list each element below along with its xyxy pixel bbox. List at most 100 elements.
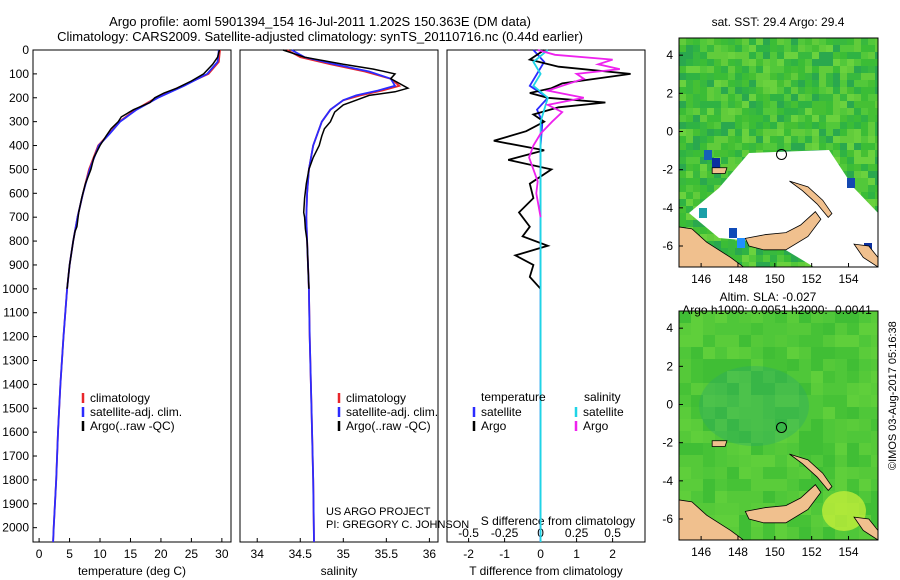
bottom-land-manus xyxy=(711,440,728,447)
temperature-ytick-label: 200 xyxy=(9,91,29,105)
temperature-ytick-label: 900 xyxy=(9,258,29,272)
temperature-ytick-label: 600 xyxy=(9,186,29,200)
bottom-map-title-line1: Altim. SLA: -0.027 xyxy=(720,290,817,304)
credit-project: US ARGO PROJECT xyxy=(326,506,431,518)
temperature-ytick-label: 1300 xyxy=(2,353,29,367)
top-land-manus xyxy=(711,167,728,174)
bottom-map-xtick-label: 154 xyxy=(839,545,859,559)
temperature-ytick-label: 2000 xyxy=(2,521,29,535)
top-land-bougainville xyxy=(853,243,878,267)
temperature-series-argo xyxy=(66,49,221,289)
top-map-frame xyxy=(678,37,879,268)
temperature-ytick-label: 1600 xyxy=(2,425,29,439)
temperature-legend-label: climatology xyxy=(90,391,150,405)
difference-series-t-argo xyxy=(493,49,631,290)
temperature-ytick-label: 800 xyxy=(9,234,29,248)
difference-legend-label: satellite xyxy=(583,405,624,419)
bottom-map-ytick-label: -6 xyxy=(662,512,673,526)
difference-legend-temp-title: temperature xyxy=(481,390,546,404)
difference-legend-label: Argo xyxy=(583,419,609,433)
salinity-legend-label: Argo(..raw -QC) xyxy=(346,419,431,433)
difference-top-xlabel: S difference from climatology xyxy=(481,514,636,528)
difference-xtick-label: 1 xyxy=(573,547,580,561)
top-map-ytick-label: -6 xyxy=(662,239,673,253)
top-map-xtick-label: 152 xyxy=(802,272,822,286)
salinity-diff-tick-label: 0.5 xyxy=(604,526,621,540)
difference-legend-label: Argo xyxy=(481,419,507,433)
temperature-ytick-label: 500 xyxy=(9,162,29,176)
top-land-new-guinea xyxy=(679,226,745,267)
bottom-land-new-ireland xyxy=(789,453,833,491)
top-argo-position-marker xyxy=(776,148,788,160)
temperature-ytick-label: 1100 xyxy=(3,306,29,320)
top-map-ytick-label: -2 xyxy=(662,163,673,177)
salinity-series-satellite xyxy=(291,49,397,543)
top-map-xtick-label: 146 xyxy=(691,272,711,286)
temperature-ytick-label: 0 xyxy=(22,43,29,57)
salinity-diff-tick-label: -0.25 xyxy=(491,526,519,540)
bottom-map-field xyxy=(679,311,878,540)
salinity-diff-tick-label: -0.5 xyxy=(458,526,479,540)
bottom-low-anomaly xyxy=(699,366,809,446)
salinity-xtick-label: 35 xyxy=(337,547,351,561)
bottom-map-ytick-label: 2 xyxy=(666,359,673,373)
salinity-legend-label: climatology xyxy=(346,391,406,405)
temperature-ytick-label: 300 xyxy=(9,115,29,129)
bottom-land-bougainville xyxy=(853,516,878,540)
difference-series-s-argo xyxy=(528,49,620,218)
salinity-xtick-label: 34.5 xyxy=(289,547,313,561)
difference-legend-sal-title: salinity xyxy=(584,390,621,404)
salinity-legend-label: satellite-adj. clim. xyxy=(346,405,438,419)
figure-title-line2: Climatology: CARS2009. Satellite-adjuste… xyxy=(57,29,583,44)
temperature-ytick-label: 1700 xyxy=(2,449,29,463)
temperature-xtick-label: 20 xyxy=(154,547,168,561)
temperature-xlabel: temperature (deg C) xyxy=(78,564,186,578)
difference-series-s-satellite xyxy=(532,49,549,542)
top-map-ytick-label: 4 xyxy=(666,48,673,62)
bottom-land-new-guinea xyxy=(679,499,745,540)
top-map-xtick-label: 148 xyxy=(728,272,748,286)
bottom-map-xtick-label: 152 xyxy=(802,545,822,559)
bottom-map-ytick-label: -4 xyxy=(662,474,673,488)
top-land-new-britain xyxy=(744,211,822,251)
difference-legend-label: satellite xyxy=(481,405,522,419)
salinity-xtick-label: 34 xyxy=(251,547,265,561)
credit-pi: PI: GREGORY C. JOHNSON xyxy=(326,519,470,531)
top-map-title: sat. SST: 29.4 Argo: 29.4 xyxy=(712,15,845,29)
top-land-new-ireland xyxy=(789,180,833,218)
difference-xtick-label: 2 xyxy=(609,547,616,561)
temperature-ytick-label: 1800 xyxy=(2,473,29,487)
bottom-map-frame xyxy=(678,310,879,541)
temperature-ytick-label: 1000 xyxy=(2,282,29,296)
bottom-map-xtick-label: 148 xyxy=(728,545,748,559)
difference-plot-frame xyxy=(446,49,646,543)
bottom-map-ytick-label: 4 xyxy=(666,321,673,335)
temperature-xtick-label: 30 xyxy=(215,547,229,561)
figure-title-line1: Argo profile: aoml 5901394_154 16-Jul-20… xyxy=(109,14,531,29)
salinity-xlabel: salinity xyxy=(321,564,358,578)
temperature-ytick-label: 400 xyxy=(9,139,29,153)
temperature-ytick-label: 1200 xyxy=(2,330,29,344)
top-map-xtick-label: 150 xyxy=(765,272,785,286)
bottom-map-xtick-label: 146 xyxy=(691,545,711,559)
temperature-xtick-label: 15 xyxy=(124,547,138,561)
difference-xlabel: T difference from climatology xyxy=(469,564,623,578)
difference-xtick-label: 0 xyxy=(537,547,544,561)
top-map-xtick-label: 154 xyxy=(839,272,859,286)
temperature-legend-label: satellite-adj. clim. xyxy=(90,405,182,419)
difference-xtick-label: -2 xyxy=(463,547,474,561)
top-map-ytick-label: 0 xyxy=(666,125,673,139)
top-map-ytick-label: -4 xyxy=(662,201,673,215)
bottom-land-new-britain xyxy=(744,484,822,524)
temperature-ytick-label: 700 xyxy=(9,210,29,224)
salinity-diff-tick-label: 0.25 xyxy=(565,526,589,540)
temperature-xtick-label: 25 xyxy=(185,547,199,561)
bottom-high-anomaly xyxy=(822,491,866,531)
bottom-map-xtick-label: 150 xyxy=(765,545,785,559)
temperature-xtick-label: 5 xyxy=(66,547,73,561)
imos-stamp: ©IMOS 03-Aug-2017 05:16:38 xyxy=(887,321,899,470)
temperature-ytick-label: 1900 xyxy=(2,497,29,511)
temperature-xtick-label: 0 xyxy=(36,547,43,561)
temperature-ytick-label: 1500 xyxy=(2,401,29,415)
bottom-map-ytick-label: 0 xyxy=(666,398,673,412)
